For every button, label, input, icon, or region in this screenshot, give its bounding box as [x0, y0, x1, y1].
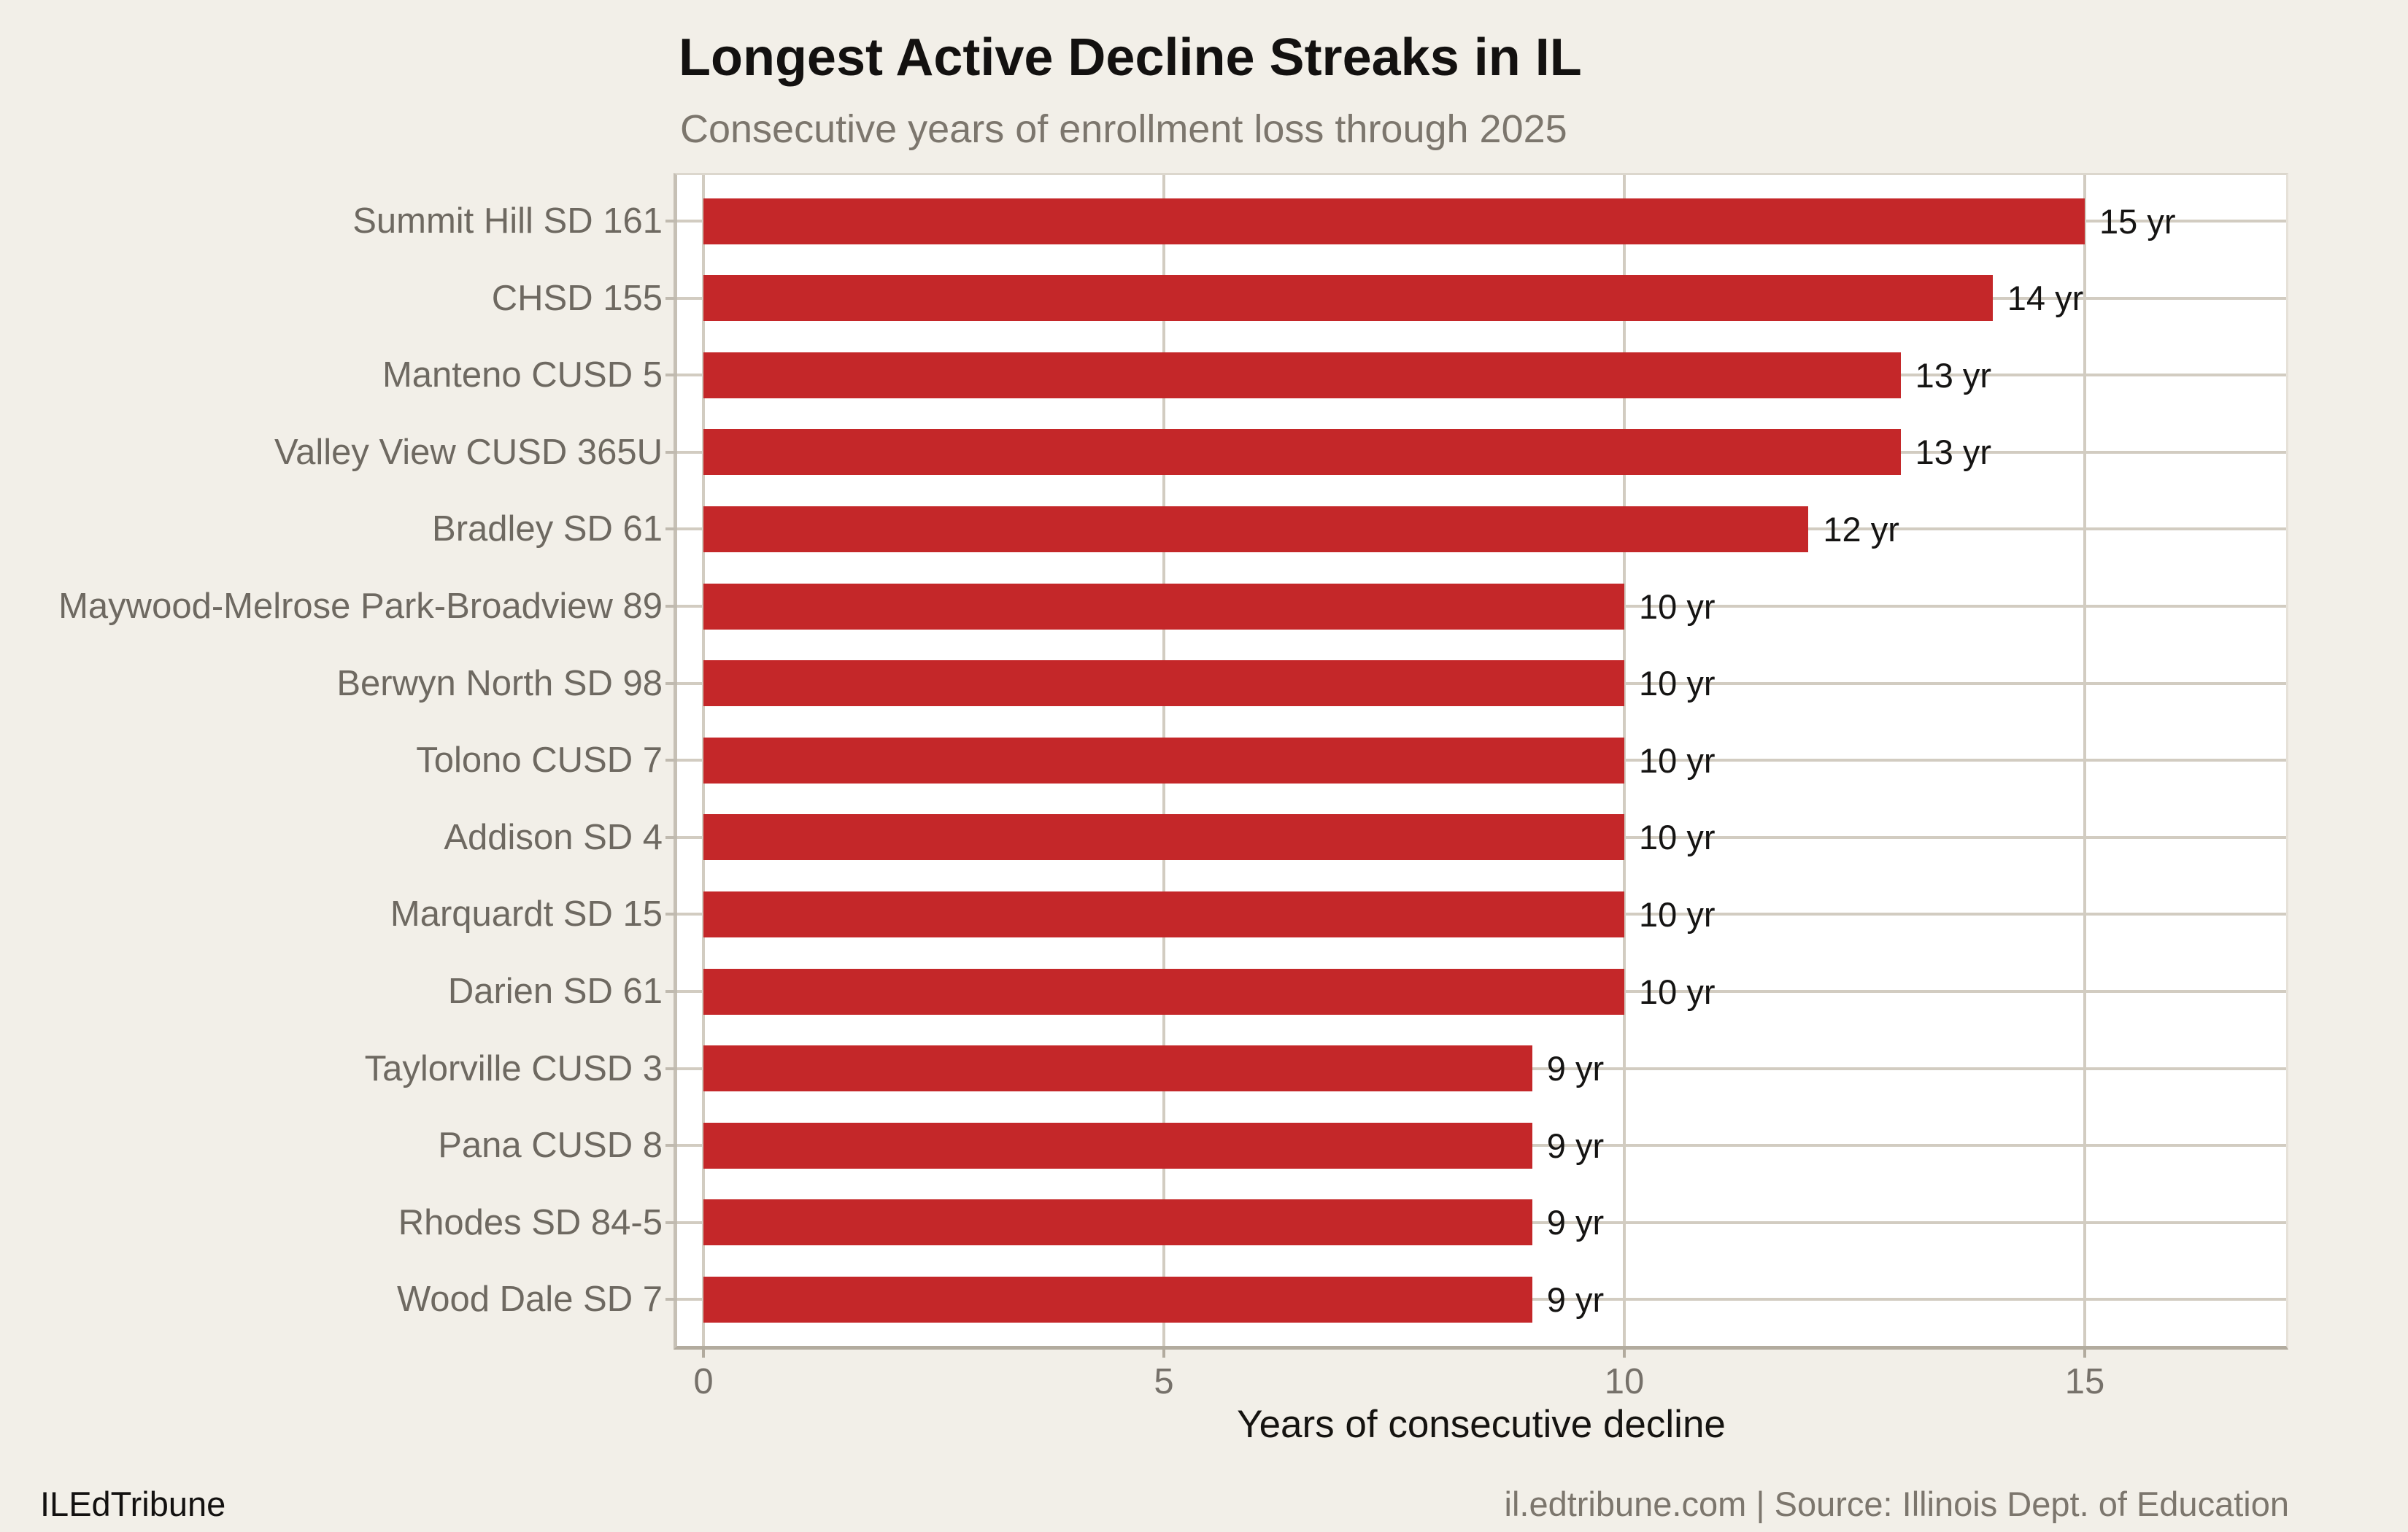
x-tick-label: 15 — [2064, 1362, 2105, 1401]
bar — [703, 583, 1624, 630]
category-label: Darien SD 61 — [447, 972, 663, 1011]
y-axis-tick — [665, 1144, 677, 1148]
bar — [703, 506, 1809, 552]
y-axis-tick — [665, 220, 677, 223]
x-axis-tick — [2083, 1346, 2086, 1358]
bar — [703, 198, 2085, 244]
y-axis-tick — [665, 450, 677, 454]
bar-value-label: 9 yr — [1546, 1049, 1605, 1088]
x-tick-label: 5 — [1154, 1362, 1174, 1401]
bar-value-label: 15 yr — [2099, 201, 2176, 241]
y-axis-tick — [665, 1067, 677, 1070]
category-label: Taylorville CUSD 3 — [364, 1048, 663, 1088]
bar — [703, 968, 1624, 1015]
plot-panel: 15 yr 14 yr 13 yr 13 yr 12 yr 10 yr 10 yr 10 yr… — [674, 173, 2288, 1350]
bar-value-label: 10 yr — [1639, 587, 1716, 626]
category-label: Tolono CUSD 7 — [416, 740, 663, 781]
x-axis-label: Years of consecutive decline — [1237, 1403, 1726, 1446]
bar-value-label: 9 yr — [1546, 1280, 1605, 1319]
bar — [703, 737, 1624, 784]
y-axis-tick — [665, 681, 677, 685]
y-axis-tick — [665, 296, 677, 300]
x-axis-tick — [1623, 1346, 1626, 1358]
category-label: Addison SD 4 — [444, 817, 663, 857]
category-label: Rhodes SD 84-5 — [398, 1202, 663, 1242]
x-axis-tick — [702, 1346, 705, 1358]
category-label: Valley View CUSD 365U — [274, 432, 663, 472]
bar — [703, 429, 1901, 476]
bar — [703, 1199, 1532, 1246]
category-label: CHSD 155 — [491, 278, 663, 318]
y-axis-tick — [665, 527, 677, 531]
category-label: Bradley SD 61 — [432, 509, 663, 549]
bar-value-label: 10 yr — [1639, 972, 1716, 1011]
y-axis-tick — [665, 605, 677, 608]
bar — [703, 814, 1624, 861]
bar-value-label: 13 yr — [1915, 433, 1992, 472]
y-axis-tick — [665, 1220, 677, 1224]
bar — [703, 352, 1901, 398]
category-label: Maywood-Melrose Park-Broadview 89 — [58, 587, 663, 626]
bar-value-label: 10 yr — [1639, 818, 1716, 857]
x-tick-label: 10 — [1604, 1362, 1645, 1401]
footer-source: il.edtribune.com | Source: Illinois Dept… — [1504, 1485, 2290, 1523]
y-axis-tick — [665, 1298, 677, 1301]
y-axis-tick — [665, 913, 677, 916]
bar-value-label: 13 yr — [1915, 355, 1992, 395]
category-label: Manteno CUSD 5 — [382, 355, 663, 395]
category-label: Wood Dale SD 7 — [396, 1280, 663, 1320]
chart-title: Longest Active Decline Streaks in IL — [679, 28, 1582, 87]
chart-subtitle: Consecutive years of enrollment loss thr… — [680, 107, 1567, 151]
y-axis-tick — [665, 990, 677, 993]
y-axis-tick — [665, 835, 677, 839]
category-label: Summit Hill SD 161 — [352, 201, 663, 241]
y-axis-tick — [665, 374, 677, 377]
footer-brand: ILEdTribune — [40, 1485, 226, 1523]
category-label: Marquardt SD 15 — [390, 894, 663, 935]
x-axis-tick — [1162, 1346, 1165, 1358]
bar-value-label: 10 yr — [1639, 664, 1716, 703]
bar — [703, 1276, 1532, 1323]
bar-value-label: 12 yr — [1823, 509, 1899, 549]
bar — [703, 275, 1993, 322]
category-label: Berwyn North SD 98 — [336, 663, 663, 703]
bar — [703, 1122, 1532, 1169]
bar-value-label: 10 yr — [1639, 740, 1716, 780]
bar-value-label: 14 yr — [2007, 279, 2084, 318]
bar-value-label: 9 yr — [1546, 1203, 1605, 1242]
x-tick-label: 0 — [693, 1362, 714, 1401]
bar-value-label: 9 yr — [1546, 1126, 1605, 1165]
bar — [703, 660, 1624, 707]
bar-value-label: 10 yr — [1639, 894, 1716, 934]
category-label: Pana CUSD 8 — [438, 1126, 663, 1166]
bar — [703, 1045, 1532, 1092]
bar — [703, 891, 1624, 937]
y-axis-tick — [665, 759, 677, 762]
